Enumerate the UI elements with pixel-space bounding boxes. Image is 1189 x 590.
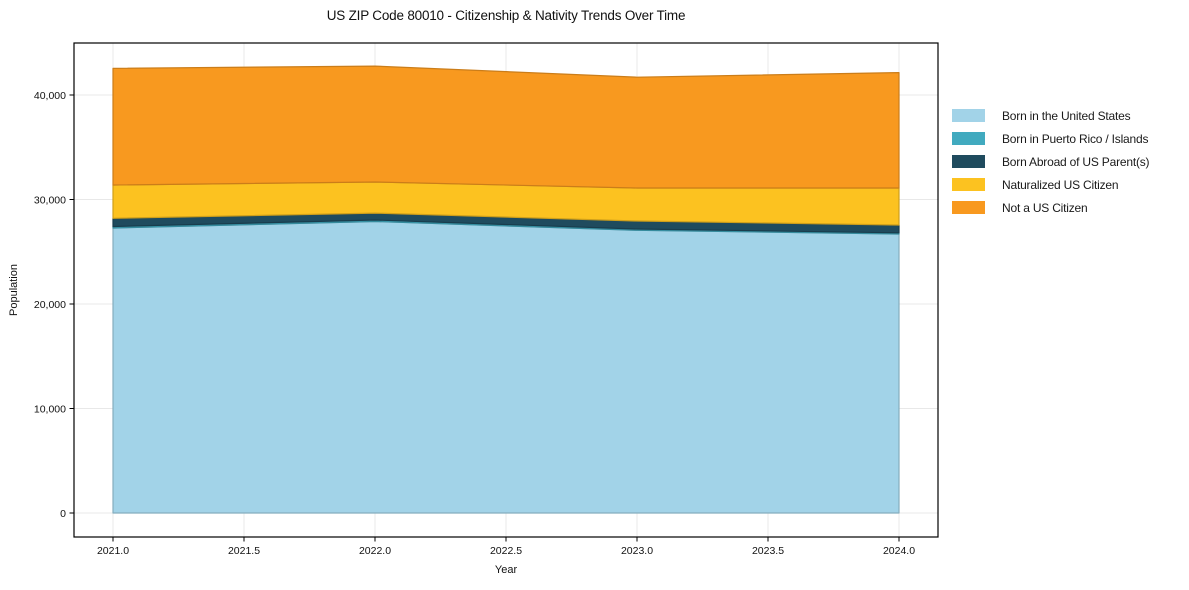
legend-label: Not a US Citizen bbox=[1002, 200, 1088, 215]
x-tick-label: 2022.0 bbox=[359, 545, 391, 557]
y-tick-label: 20,000 bbox=[34, 299, 66, 311]
legend-swatch bbox=[952, 178, 985, 191]
y-tick-label: 10,000 bbox=[34, 403, 66, 415]
legend-label: Born Abroad of US Parent(s) bbox=[1002, 154, 1150, 169]
area-not-a-us-citizen bbox=[112, 65, 900, 189]
x-tick-label: 2021.0 bbox=[97, 545, 129, 557]
legend-label: Naturalized US Citizen bbox=[1002, 177, 1119, 192]
x-tick-label: 2023.0 bbox=[621, 545, 653, 557]
legend-label: Born in the United States bbox=[1002, 108, 1131, 123]
x-axis-label: Year bbox=[494, 564, 518, 576]
y-tick-label: 30,000 bbox=[34, 194, 66, 206]
legend: Born in the United States Born in Puerto … bbox=[952, 104, 1150, 219]
chart-title: US ZIP Code 80010 - Citizenship & Nativi… bbox=[326, 8, 686, 23]
legend-item: Born in Puerto Rico / Islands bbox=[952, 127, 1149, 150]
x-tick-label: 2024.0 bbox=[883, 545, 915, 557]
legend-item: Born Abroad of US Parent(s) bbox=[952, 150, 1150, 173]
y-tick-label: 40,000 bbox=[34, 90, 66, 102]
area-born-in-the-united-states bbox=[112, 220, 900, 514]
legend-label: Born in Puerto Rico / Islands bbox=[1002, 131, 1149, 146]
legend-item: Not a US Citizen bbox=[952, 196, 1149, 219]
legend-swatch bbox=[952, 109, 985, 122]
legend-swatch bbox=[952, 132, 985, 145]
x-tick-label: 2023.5 bbox=[752, 545, 784, 557]
legend-swatch bbox=[952, 155, 985, 168]
legend-item: Naturalized US Citizen bbox=[952, 173, 1149, 196]
legend-item: Born in the United States bbox=[952, 104, 1149, 127]
y-tick-label: 0 bbox=[60, 508, 66, 520]
x-tick-label: 2021.5 bbox=[228, 545, 260, 557]
x-tick-label: 2022.5 bbox=[490, 545, 522, 557]
legend-swatch bbox=[952, 201, 985, 214]
